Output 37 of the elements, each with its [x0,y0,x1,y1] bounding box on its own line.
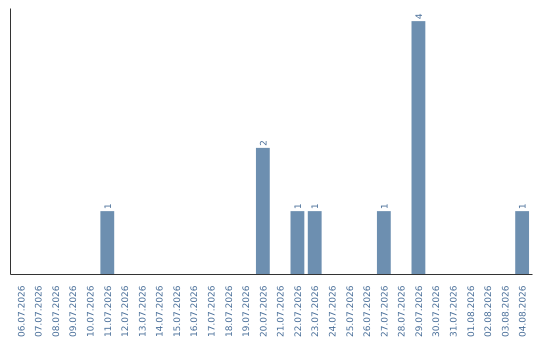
x-tick-label: 15.07.2026 [172,285,183,338]
x-tick-label: 30.07.2026 [432,285,442,338]
x-tick-label: 11.07.2026 [104,285,114,338]
x-tick-label: 29.07.2026 [414,285,425,338]
x-tick-label: 09.07.2026 [69,285,80,338]
x-tick-label: 07.07.2026 [34,285,45,338]
x-tick-label: 20.07.2026 [259,285,270,338]
data-label: 1 [104,203,114,210]
x-tick-label: 26.07.2026 [363,285,374,338]
data-label: 2 [259,140,270,146]
x-tick-label: 03.08.2026 [501,285,512,338]
x-tick-label: 14.07.2026 [156,285,166,338]
x-tick-label: 19.07.2026 [242,285,252,338]
x-tick-label: 22.07.2026 [294,285,304,338]
x-tick-label: 16.07.2026 [190,285,200,338]
x-tick-label: 21.07.2026 [276,285,287,338]
x-tick-label: 25.07.2026 [346,285,356,338]
data-label: 1 [311,203,322,210]
x-tick-label: 31.07.2026 [449,285,460,338]
x-tick-label: 06.07.2026 [17,285,28,338]
data-label: 1 [518,203,529,210]
x-tick-label: 17.07.2026 [208,285,218,338]
data-label: 4 [414,13,425,20]
x-tick-label: 23.07.2026 [311,285,322,338]
x-tick-label: 24.07.2026 [328,285,338,338]
x-tick-label: 28.07.2026 [398,285,408,338]
x-tick-label: 12.07.2026 [121,285,132,338]
x-tick-label: 04.08.2026 [518,285,529,338]
x-tick-label: 18.07.2026 [224,285,235,338]
x-tick-label: 01.08.2026 [466,285,477,338]
data-label: 1 [294,203,304,210]
data-label: 1 [380,203,390,210]
x-tick-label: 02.08.2026 [484,285,494,338]
x-tick-label: 08.07.2026 [52,285,62,338]
x-tick-label: 10.07.2026 [86,285,97,338]
x-tick-label: 27.07.2026 [380,285,390,338]
x-tick-label: 13.07.2026 [138,285,148,338]
